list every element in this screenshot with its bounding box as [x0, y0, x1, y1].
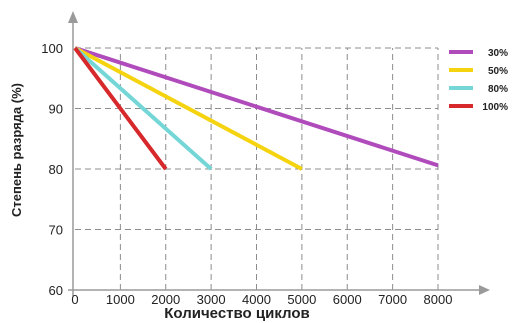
y-tick-label: 90: [49, 102, 63, 117]
x-tick-labels: 0 1000 2000 3000 4000 5000 6000 7000 8000: [71, 292, 452, 307]
x-axis-title: Количество циклов: [164, 305, 309, 322]
y-tick-label: 80: [49, 162, 63, 177]
legend-label: 100%: [482, 102, 508, 113]
x-tick-label: 2000: [151, 292, 180, 307]
series-group: [73, 46, 439, 171]
y-axis-arrow-icon: [68, 11, 78, 23]
x-tick-label: 3000: [197, 292, 226, 307]
x-tick-label: 7000: [378, 292, 407, 307]
legend-label: 50%: [488, 66, 508, 77]
grid: [75, 47, 439, 290]
y-tick-label: 60: [49, 283, 63, 298]
x-axis-arrow-icon: [479, 285, 490, 295]
y-tick-label: 70: [49, 223, 63, 238]
axes: [68, 11, 490, 296]
legend-label: 80%: [488, 84, 508, 95]
series-line-2: [73, 46, 213, 171]
legend-label: 30%: [488, 48, 508, 59]
x-tick-label: 6000: [333, 292, 362, 307]
x-tick-label: 8000: [424, 292, 453, 307]
legend: 30% 50% 80% 100%: [449, 48, 508, 113]
series-line-0: [74, 46, 439, 168]
y-tick-labels: 60 70 80 90 100: [41, 41, 63, 298]
x-tick-label: 5000: [287, 292, 316, 307]
x-tick-label: 4000: [242, 292, 271, 307]
x-tick-label: 1000: [106, 292, 135, 307]
series-line-3: [73, 46, 168, 171]
y-tick-label: 100: [41, 41, 63, 56]
series-line-1: [74, 46, 303, 171]
x-tick-label: 0: [71, 292, 78, 307]
y-axis-title: Степень разряда (%): [9, 83, 24, 217]
